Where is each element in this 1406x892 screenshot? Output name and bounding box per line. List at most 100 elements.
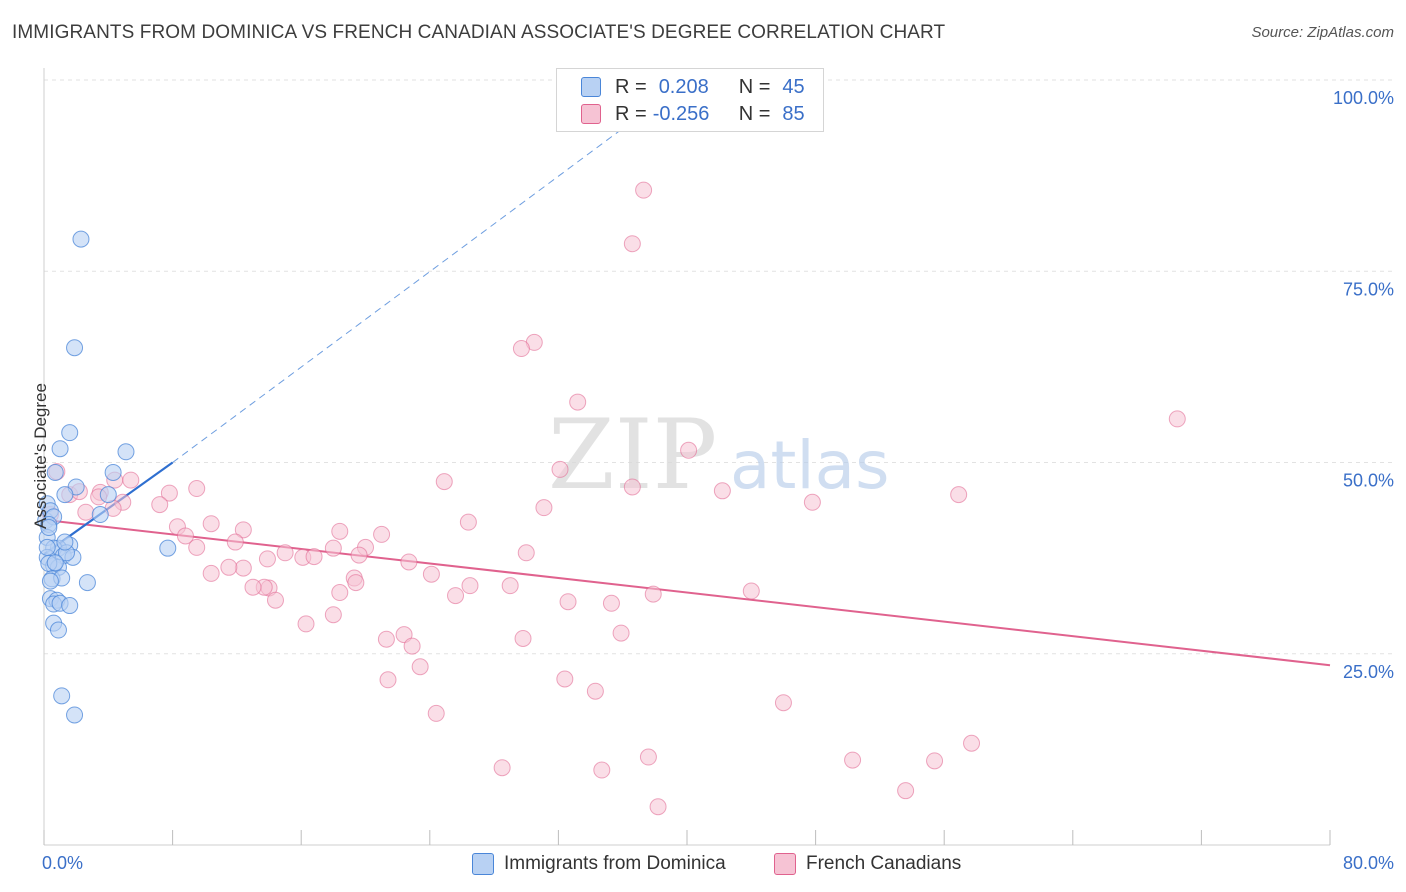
data-point-french-canadians	[266, 591, 284, 609]
data-point-dominica	[53, 687, 71, 705]
data-point-french-canadians	[639, 748, 657, 766]
data-point-french-canadians	[447, 587, 465, 605]
data-point-french-canadians	[569, 393, 587, 411]
x-tick-label: 80.0%	[1343, 853, 1394, 873]
data-point-french-canadians	[160, 484, 178, 502]
data-point-french-canadians	[535, 499, 553, 517]
data-point-french-canadians	[122, 471, 140, 489]
data-point-french-canadians	[803, 493, 821, 511]
data-point-dominica	[99, 486, 117, 504]
legend-n-value: 45	[782, 75, 805, 98]
y-axis-label: Associate's Degree	[31, 383, 51, 529]
grid	[44, 79, 1392, 655]
bottom-legend-dominica: Immigrants from Dominica	[472, 852, 726, 876]
data-point-dominica	[49, 621, 67, 639]
data-point-french-canadians	[844, 751, 862, 769]
legend-r-value: 0.208	[658, 75, 709, 98]
legend-n-value: 85	[782, 102, 805, 125]
data-point-french-canadians	[514, 629, 532, 647]
data-point-french-canadians	[305, 548, 323, 566]
data-point-dominica	[51, 440, 69, 458]
data-point-french-canadians	[586, 682, 604, 700]
data-point-french-canadians	[493, 759, 511, 777]
data-point-french-canadians	[379, 671, 397, 689]
legend-r-value: -0.256	[652, 102, 710, 125]
data-point-dominica	[56, 533, 74, 551]
data-point-french-canadians	[324, 539, 342, 557]
data-point-french-canadians	[422, 565, 440, 583]
data-point-french-canadians	[427, 704, 445, 722]
data-point-dominica	[40, 519, 58, 537]
legend-swatch-pink	[581, 104, 601, 124]
data-point-dominica	[104, 463, 122, 481]
data-point-french-canadians	[897, 782, 915, 800]
series-immigrants-from-dominica	[37, 230, 177, 724]
data-point-french-canadians	[635, 181, 653, 199]
data-point-french-canadians	[377, 630, 395, 648]
data-point-french-canadians	[176, 527, 194, 545]
data-point-dominica	[66, 706, 84, 724]
data-point-french-canadians	[331, 584, 349, 602]
data-point-french-canadians	[331, 522, 349, 540]
legend-n-label: N =	[738, 102, 771, 125]
data-point-dominica	[41, 572, 59, 590]
data-point-french-canadians	[556, 670, 574, 688]
data-point-french-canadians	[220, 558, 238, 576]
data-point-french-canadians	[1168, 410, 1186, 428]
data-point-french-canadians	[623, 235, 641, 253]
data-point-french-canadians	[258, 550, 276, 568]
data-point-french-canadians	[512, 340, 530, 358]
data-point-french-canadians	[593, 761, 611, 779]
data-point-dominica	[46, 554, 64, 572]
legend-r-label: R =	[615, 75, 647, 98]
y-tick-label: 100.0%	[1333, 88, 1394, 108]
data-point-french-canadians	[461, 577, 479, 595]
source-label: Source: ZipAtlas.com	[1251, 24, 1394, 41]
data-point-french-canadians	[226, 533, 244, 551]
y-tick-label: 50.0%	[1343, 471, 1394, 491]
data-point-french-canadians	[459, 513, 477, 531]
data-point-french-canadians	[244, 578, 262, 596]
data-point-french-canadians	[623, 478, 641, 496]
data-point-french-canadians	[350, 546, 368, 564]
trend-dominica-extension	[172, 110, 648, 463]
data-point-french-canadians	[926, 752, 944, 770]
data-point-french-canadians	[373, 525, 391, 543]
data-point-french-canadians	[963, 734, 981, 752]
data-point-french-canadians	[188, 480, 206, 498]
bottom-legend-label-dominica: Immigrants from Dominica	[504, 853, 726, 874]
data-point-dominica	[72, 230, 90, 248]
x-tick-label: 0.0%	[42, 853, 83, 873]
data-point-french-canadians	[517, 544, 535, 562]
data-point-french-canadians	[202, 515, 220, 533]
bottom-legend-swatch-pink	[774, 853, 796, 875]
data-point-french-canadians	[297, 615, 315, 633]
data-point-french-canadians	[276, 544, 294, 562]
trend-french-canadians	[43, 518, 1331, 667]
data-point-french-canadians	[774, 694, 792, 712]
series-french-canadians	[41, 181, 1186, 816]
data-point-french-canadians	[202, 564, 220, 582]
legend-n-label: N =	[738, 75, 771, 98]
bottom-legend-label-french-canadians: French Canadians	[806, 853, 962, 874]
bottom-legend-french-canadians: French Canadians	[774, 852, 961, 876]
data-point-french-canadians	[612, 624, 630, 642]
data-point-dominica	[66, 339, 84, 357]
data-point-french-canadians	[649, 798, 667, 816]
data-point-french-canadians	[188, 538, 206, 556]
data-point-french-canadians	[234, 521, 252, 539]
legend-swatch-blue	[581, 77, 601, 97]
y-tick-label: 25.0%	[1343, 662, 1394, 682]
data-point-french-canadians	[742, 582, 760, 600]
watermark-atlas: atlas	[730, 427, 890, 504]
chart-title: IMMIGRANTS FROM DOMINICA VS FRENCH CANAD…	[12, 22, 946, 43]
data-point-french-canadians	[644, 585, 662, 603]
data-point-french-canadians	[713, 482, 731, 500]
data-point-french-canadians	[151, 496, 169, 514]
data-point-french-canadians	[501, 577, 519, 595]
data-point-dominica	[56, 486, 74, 504]
data-point-dominica	[91, 506, 109, 524]
data-point-french-canadians	[680, 441, 698, 459]
data-point-dominica	[117, 443, 135, 461]
axes	[43, 68, 1331, 846]
